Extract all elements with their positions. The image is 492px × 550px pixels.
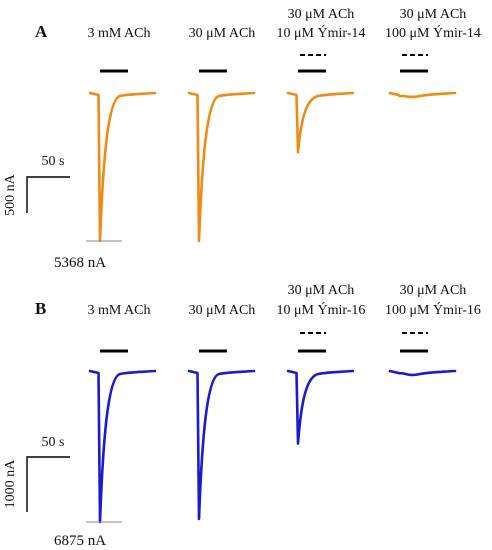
clipped-peak-label: 5368 nA [54,255,106,271]
scale-bar [26,176,70,213]
scale-bar-time-label: 50 s [42,154,65,169]
current-trace [187,369,256,521]
condition-label: 30 μM ACh [189,303,256,318]
current-trace [286,369,355,445]
panel-letter: B [35,299,46,318]
current-trace [88,369,157,524]
condition-label-line1: 30 μM ACh [288,283,355,298]
current-trace [388,91,457,99]
condition-label: 10 μM Ýmir-16 [277,301,366,318]
current-trace [88,91,157,243]
current-trace [388,369,457,377]
scale-bar-time-label: 50 s [42,435,65,450]
condition-label: 100 μM Ýmir-14 [385,24,481,41]
scale-bar-current-label: 500 nA [3,173,18,216]
condition-label-line1: 30 μM ACh [400,7,467,22]
scale-bar [26,456,70,512]
panel-letter: A [35,22,48,41]
scale-bar-current-label: 1000 nA [3,459,18,509]
current-trace [187,91,256,243]
condition-label: 10 μM Ýmir-14 [277,24,366,41]
condition-label: 3 mM ACh [87,303,150,318]
condition-label: 30 μM ACh [189,26,256,41]
condition-label-line1: 30 μM ACh [288,7,355,22]
current-trace [286,91,355,154]
condition-label-line1: 30 μM ACh [400,283,467,298]
condition-label: 100 μM Ýmir-16 [385,301,481,318]
clipped-peak-label: 6875 nA [54,533,106,549]
condition-label: 3 mM ACh [87,26,150,41]
